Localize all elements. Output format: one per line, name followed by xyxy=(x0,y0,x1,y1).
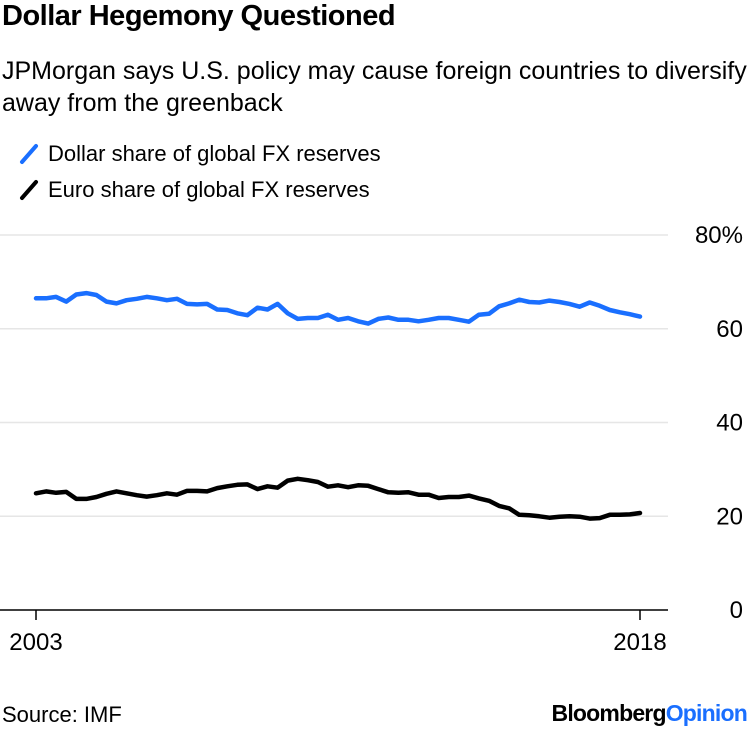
y-tick-label-20: 20 xyxy=(716,503,743,530)
series-line-dollar xyxy=(33,290,643,326)
brand-part-opinion: Opinion xyxy=(665,700,748,726)
gridlines xyxy=(0,234,668,611)
y-axis-labels: 0 20 40 60 80% xyxy=(695,222,743,624)
y-tick-label-60: 60 xyxy=(716,316,743,343)
series-lines xyxy=(33,290,643,521)
diagonal-line-icon xyxy=(20,144,38,164)
brand-logo: BloombergOpinion xyxy=(551,700,748,727)
brand-part-bloomberg: Bloomberg xyxy=(551,700,667,726)
legend-item-euro: Euro share of global FX reserves xyxy=(18,172,381,208)
x-tick-label-2018: 2018 xyxy=(613,629,666,656)
diagonal-line-icon xyxy=(20,180,38,200)
legend-label-dollar: Dollar share of global FX reserves xyxy=(48,141,381,166)
source-note: Source: IMF xyxy=(2,702,122,727)
chart-title: Dollar Hegemony Questioned xyxy=(2,0,396,32)
legend: Dollar share of global FX reserves Euro … xyxy=(18,136,381,208)
y-tick-label-80: 80% xyxy=(695,222,743,249)
x-axis: 2003 2018 xyxy=(9,610,667,656)
series-line-euro xyxy=(33,476,643,521)
chart-subtitle: JPMorgan says U.S. policy may cause fore… xyxy=(2,57,747,117)
y-tick-label-0: 0 xyxy=(730,597,743,624)
legend-item-dollar: Dollar share of global FX reserves xyxy=(18,136,381,172)
legend-label-euro: Euro share of global FX reserves xyxy=(48,177,370,202)
y-tick-label-40: 40 xyxy=(716,410,743,437)
x-tick-label-2003: 2003 xyxy=(9,629,62,656)
